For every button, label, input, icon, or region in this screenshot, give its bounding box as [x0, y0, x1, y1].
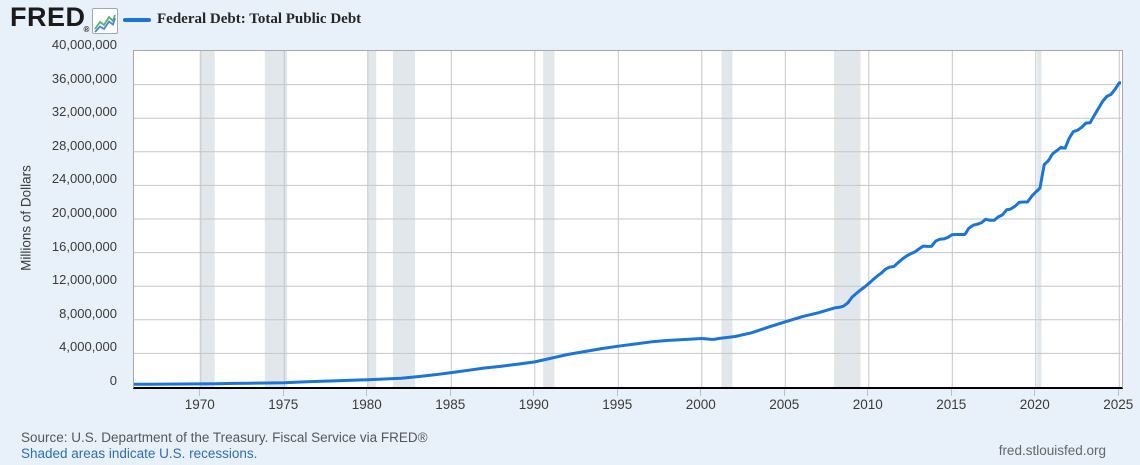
- x-tick-mark: [533, 389, 535, 396]
- y-tick-label: 12,000,000: [51, 272, 117, 288]
- site-watermark: fred.stlouisfed.org: [998, 443, 1106, 458]
- x-tick-mark: [700, 389, 702, 396]
- y-tick-label: 36,000,000: [51, 70, 117, 86]
- fred-logo-text: FRED: [10, 2, 86, 32]
- x-tick-label: 2010: [852, 397, 883, 412]
- y-tick-label: 4,000,000: [59, 339, 117, 355]
- x-tick-label: 2020: [1019, 397, 1050, 412]
- chart-canvas: [134, 51, 1121, 387]
- x-tick-label: 2005: [769, 397, 800, 412]
- x-tick-mark: [867, 389, 869, 396]
- x-tick-label: 2025: [1103, 397, 1134, 412]
- x-tick-mark: [783, 389, 785, 396]
- x-tick-mark: [950, 389, 952, 396]
- x-tick-label: 1985: [435, 397, 466, 412]
- x-tick-label: 1975: [268, 397, 299, 412]
- x-tick-mark: [199, 389, 201, 396]
- y-tick-label: 28,000,000: [51, 137, 117, 153]
- registered-trademark: ®: [83, 25, 90, 34]
- y-tick-label: 32,000,000: [51, 104, 117, 120]
- x-tick-mark: [616, 389, 618, 396]
- legend-series-label: Federal Debt: Total Public Debt: [157, 11, 362, 27]
- y-tick-label: 20,000,000: [51, 205, 117, 220]
- recession-note-link[interactable]: Shaded areas indicate U.S. recessions.: [21, 446, 258, 461]
- x-tick-mark: [282, 389, 284, 396]
- y-tick-label: 40,000,000: [51, 37, 117, 52]
- fred-logo[interactable]: FRED®: [10, 3, 92, 38]
- y-tick-label: 8,000,000: [59, 305, 117, 321]
- source-note: Source: U.S. Department of the Treasury.…: [21, 430, 428, 445]
- legend-line-swatch: [123, 18, 151, 22]
- x-tick-label: 2000: [685, 397, 716, 412]
- x-tick-label: 2015: [936, 397, 967, 412]
- x-tick-label: 1980: [351, 397, 382, 412]
- y-tick-label: 16,000,000: [51, 238, 117, 254]
- x-tick-label: 1990: [518, 397, 549, 412]
- x-tick-label: 1970: [184, 397, 215, 412]
- y-tick-label: 0: [109, 373, 117, 388]
- x-tick-mark: [366, 389, 368, 396]
- x-tick-label: 1995: [602, 397, 633, 412]
- fred-sparkline-icon: [92, 8, 118, 34]
- x-tick-mark: [449, 389, 451, 396]
- plot-area[interactable]: [133, 50, 1123, 389]
- x-tick-mark: [1034, 389, 1036, 396]
- debt-series-line: [134, 81, 1121, 386]
- y-tick-label: 24,000,000: [51, 171, 117, 187]
- x-tick-mark: [1117, 389, 1119, 396]
